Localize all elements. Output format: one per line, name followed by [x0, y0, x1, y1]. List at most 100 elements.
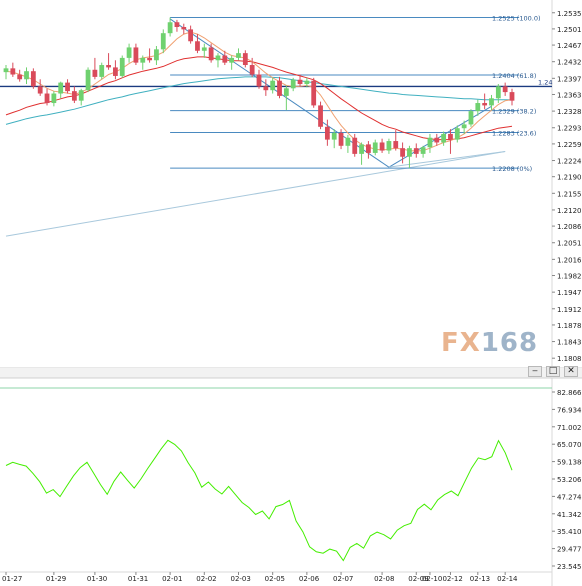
current-price-label: 1.24 [538, 78, 552, 86]
oscillator-tick-label: 23.5458 [557, 563, 582, 571]
candle-body [338, 132, 344, 146]
bullish-candle [119, 55, 125, 78]
price-tick-label: 1.2535 [557, 10, 582, 18]
oscillator-line [5, 439, 513, 562]
oscillator-tick-label: 47.2742 [557, 493, 582, 501]
bullish-candle [427, 133, 433, 153]
bullish-candle [372, 139, 378, 156]
bullish-candle [85, 67, 91, 93]
price-tick-label: 1.1982 [557, 273, 582, 281]
candle-body [215, 55, 221, 61]
bullish-candle [386, 138, 392, 154]
candle-body [17, 74, 23, 80]
oscillator-polyline [5, 439, 513, 562]
bullish-candle [454, 125, 460, 143]
bullish-candle [78, 88, 84, 106]
price-tick-label: 1.2467 [557, 42, 582, 50]
candle-body [58, 82, 64, 94]
bullish-candle [407, 145, 412, 169]
bearish-candle [92, 57, 98, 80]
candle-body [85, 69, 91, 91]
price-tick-label: 1.2293 [557, 125, 582, 133]
price-tick-label: 1.2363 [557, 91, 582, 99]
candle-body [277, 80, 282, 96]
time-tick-label: 01-29 [46, 575, 66, 583]
bearish-candle [181, 23, 187, 35]
bullish-candle [3, 65, 9, 80]
candle-body [482, 103, 488, 106]
bullish-candle [475, 99, 481, 116]
bullish-candle [468, 109, 474, 127]
bearish-candle [318, 101, 323, 130]
price-tick-label: 1.2328 [557, 108, 582, 116]
candle-body [106, 65, 111, 68]
bullish-candle [495, 84, 501, 104]
candle-body [331, 132, 337, 140]
candle-body [51, 93, 57, 104]
candle-body [345, 137, 351, 146]
candle-body [434, 137, 440, 143]
candle-body [352, 137, 358, 154]
bearish-candle [17, 69, 23, 82]
bullish-candle [58, 81, 64, 99]
bearish-candle [256, 69, 262, 89]
candle-body [427, 137, 433, 148]
candle-body [147, 57, 152, 61]
time-tick-label: 02-12 [442, 575, 462, 583]
fibonacci-level-label: 1.2404 (61.8) [492, 72, 536, 80]
price-axis: 1.2535 1.2501 1.2467 1.2432 1.2397 1.2363 1.23… [552, 10, 582, 363]
candle-body [167, 22, 173, 34]
fx168-watermark-logo: FX168 [441, 328, 538, 358]
price-tick-label: 1.2051 [557, 240, 582, 248]
bearish-candle [482, 93, 488, 110]
bearish-candle [195, 34, 200, 54]
candle-body [236, 53, 241, 58]
bearish-candle [242, 50, 248, 68]
bullish-candle [167, 17, 173, 37]
candle-body [475, 103, 481, 112]
watermark-number: 168 [480, 328, 539, 358]
candle-body [448, 133, 453, 140]
candle-body [126, 47, 132, 58]
time-tick-label: 01-31 [128, 575, 148, 583]
candle-body [441, 133, 447, 143]
oscillator-grid [0, 387, 552, 573]
bullish-candle [461, 120, 467, 134]
bullish-candle [283, 85, 289, 111]
candle-body [324, 126, 330, 140]
bearish-candle [30, 68, 36, 89]
maximize-button[interactable]: □ [546, 366, 560, 377]
bearish-candle [509, 88, 515, 106]
bearish-candle [311, 77, 317, 108]
bearish-candle [263, 79, 269, 96]
time-tick-label: 02-09 [408, 575, 428, 583]
candle-body [3, 68, 9, 73]
bearish-candle [208, 43, 214, 63]
candle-body [509, 92, 515, 101]
candle-body [420, 147, 426, 154]
bullish-candle [99, 62, 105, 80]
bullish-candle [126, 43, 132, 63]
bearish-candle [222, 50, 228, 66]
candle-body [188, 29, 194, 42]
minimize-button[interactable]: ‒ [528, 366, 542, 377]
candle-body [65, 82, 70, 92]
bullish-candle [229, 55, 235, 70]
time-tick-label: 02-01 [162, 575, 182, 583]
candle-body [154, 49, 159, 61]
bullish-candle [160, 29, 166, 54]
time-axis: 01-27 01-29 01-30 01-31 02-01 02-02 02-03 02-05… [2, 572, 518, 583]
candle-body [10, 68, 16, 75]
candle-body [44, 93, 50, 104]
close-button[interactable]: ✕ [564, 366, 578, 377]
bullish-candle [201, 43, 207, 58]
bearish-candle [249, 57, 255, 77]
price-tick-label: 1.1808 [557, 355, 582, 363]
price-tick-label: 1.2432 [557, 59, 582, 67]
candle-body [283, 88, 289, 96]
